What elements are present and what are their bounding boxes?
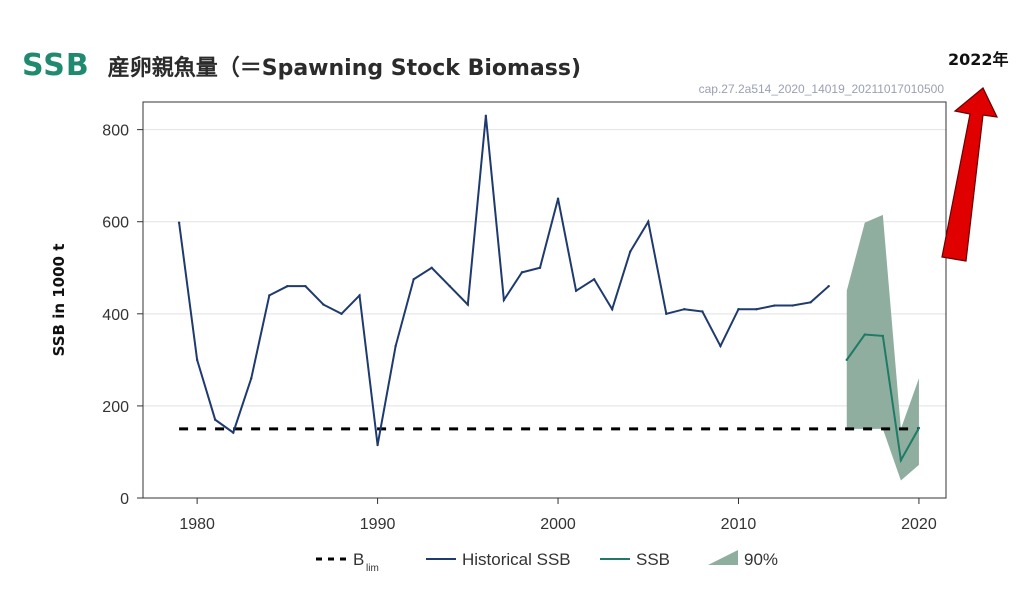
historical-ssb-point-1986: [304, 284, 307, 288]
trend-arrow: [941, 87, 999, 262]
legend-interval-swatch: [708, 550, 738, 565]
y-tick-label-200: 200: [102, 399, 129, 416]
historical-ssb-point-1981: [213, 418, 217, 421]
y-tick-label-400: 400: [102, 307, 129, 324]
y-tick-label-800: 800: [102, 123, 129, 140]
interval-band-90: [846, 214, 919, 481]
y-tick-label-0: 0: [120, 491, 129, 508]
historical-ssb-point-2002: [592, 278, 596, 281]
historical-ssb-point-2005: [647, 220, 650, 223]
x-tick-label-1980: 1980: [179, 516, 215, 533]
ssb-point-2019: [899, 459, 903, 462]
historical-ssb-point-2011: [755, 308, 758, 311]
historical-ssb-point-2009: [719, 344, 722, 348]
historical-ssb-point-1991: [394, 344, 397, 348]
axis-layer: 0 200 400 600 800 1980 1990 2000 2010 2020: [102, 123, 937, 533]
historical-ssb-point-1985: [286, 284, 289, 288]
historical-ssb-point-2001: [574, 289, 578, 292]
historical-ssb-point-1979: [177, 221, 181, 224]
chart-caption: cap.27.2a514_2020_14019_20211017010500: [698, 82, 944, 96]
historical-ssb-point-1988: [340, 312, 343, 316]
historical-ssb-point-2010: [737, 308, 740, 311]
x-tick-label-2020: 2020: [901, 516, 937, 533]
historical-ssb-point-1995: [466, 303, 470, 306]
legend-blim-subscript: lim: [366, 563, 379, 574]
y-axis-title: SSB in 1000 t: [50, 244, 68, 357]
grid-layer: [143, 129, 946, 407]
ssb-point-2018: [881, 334, 885, 338]
legend-interval-label: 90%: [744, 550, 778, 569]
ssb-point-2016: [845, 358, 848, 362]
interval-layer: [846, 214, 919, 481]
historical-ssb-point-2014: [809, 301, 812, 304]
historical-ssb-line: [178, 115, 830, 446]
chart-header: SSB 産卵親魚量（＝Spawning Stock Biomass): [22, 48, 581, 92]
y-tick-label-600: 600: [102, 215, 129, 232]
plot-frame: [142, 101, 947, 499]
arrow-year-label: 2022年: [948, 50, 1009, 69]
chart-title: 産卵親魚量（＝Spawning Stock Biomass): [107, 56, 582, 81]
historical-ssb-point-2000: [556, 197, 560, 200]
legend-historical-label: Historical SSB: [462, 550, 571, 569]
legend-ssb-label: SSB: [636, 550, 670, 569]
historical-ssb-point-1992: [412, 278, 415, 281]
historical-ssb-point-1989: [358, 294, 361, 297]
ssb-point-2017: [863, 333, 866, 336]
x-tick-label-2000: 2000: [540, 516, 576, 533]
ssb-point-2020: [917, 426, 921, 430]
historical-ssb-point-2008: [701, 310, 704, 313]
historical-ssb-point-2003: [610, 308, 614, 311]
series-layer: [177, 114, 921, 464]
historical-ssb-point-1999: [538, 266, 542, 269]
historical-ssb-point-1980: [195, 358, 199, 362]
historical-ssb-point-1983: [250, 377, 253, 380]
ssb-tag: SSB: [22, 48, 90, 83]
x-tick-label-1990: 1990: [360, 516, 396, 533]
historical-ssb-point-2007: [683, 308, 686, 311]
x-tick-label-2010: 2010: [721, 516, 757, 533]
historical-ssb-point-2012: [773, 304, 776, 307]
historical-ssb-point-1990: [376, 443, 379, 447]
historical-ssb-point-1984: [268, 294, 271, 297]
historical-ssb-point-1993: [430, 266, 433, 269]
historical-ssb-point-2013: [791, 304, 794, 307]
red-up-arrow-icon: [941, 87, 999, 262]
historical-ssb-point-1997: [502, 298, 506, 302]
historical-ssb-point-2006: [665, 312, 668, 316]
historical-ssb-point-1994: [448, 284, 451, 288]
historical-ssb-point-2004: [629, 250, 632, 253]
historical-ssb-point-1996: [484, 114, 488, 118]
historical-ssb-point-1982: [232, 431, 235, 434]
legend-blim-label: B: [353, 550, 364, 569]
historical-ssb-point-2015: [827, 284, 830, 288]
historical-ssb-point-1998: [520, 271, 524, 274]
historical-ssb-point-1987: [322, 303, 325, 306]
